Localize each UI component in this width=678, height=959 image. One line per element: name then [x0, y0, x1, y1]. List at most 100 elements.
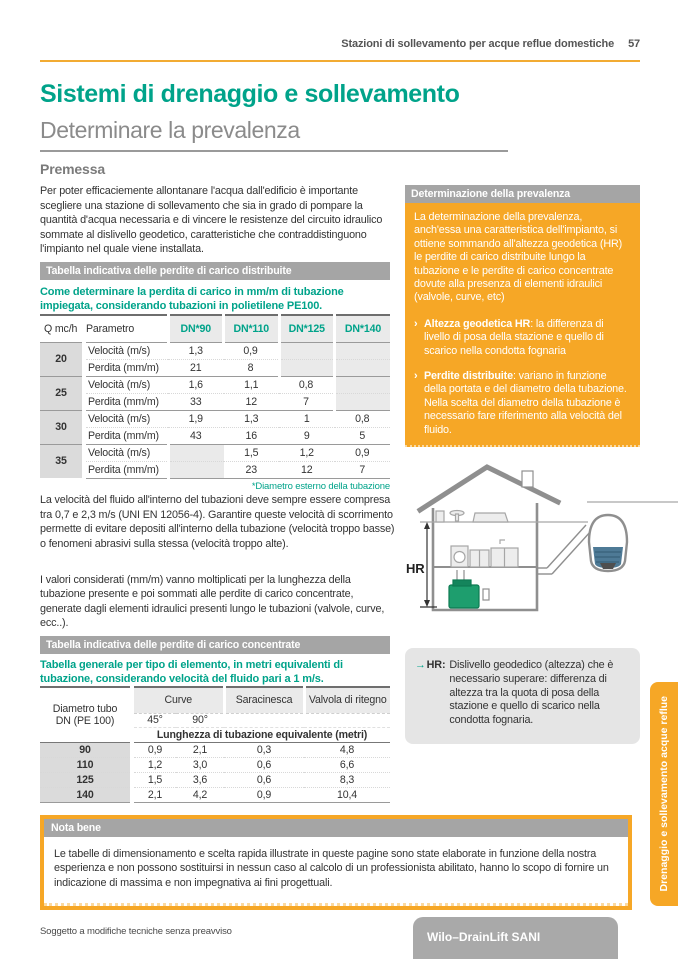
empty-cell [304, 713, 391, 728]
footer-disclaimer: Soggetto a modifiche tecniche senza prea… [40, 926, 232, 937]
page-subtitle: Determinare la prevalenza [40, 117, 300, 143]
value-cell: 0,8 [334, 409, 390, 427]
hr-note-text: Dislivello geodedico (altezza) che è nec… [449, 659, 614, 727]
curve-angle-row: 45° 90° [40, 713, 391, 728]
arrow-icon: → [415, 659, 426, 671]
table-row: Perdita (mm/m) 23 12 7 [40, 460, 390, 479]
empty-cell [277, 341, 335, 359]
col-valvola-header: Valvola di ritegno [302, 686, 391, 714]
value-cell: 3,6 [176, 771, 225, 787]
value-cell: 1 [279, 409, 335, 427]
span-header-row: Lunghezza di tubazione equivalente (metr… [40, 727, 391, 743]
col-q-header: Q mc/h [40, 314, 84, 343]
table1-footnote: *Diametro esterno della tubazione [251, 481, 390, 492]
param-label-cell: Perdita (mm/m) [84, 392, 168, 410]
curve-90-header: 90° [176, 713, 225, 728]
page-title: Sistemi di drenaggio e sollevamento [40, 80, 460, 108]
pump-unit [448, 570, 490, 609]
page-number: 57 [628, 38, 640, 50]
perdite-distribuite-table: Q mc/h Parametro DN*90 DN*110 DN*125 DN*… [40, 314, 390, 479]
hr-note-label: HR: [426, 659, 446, 671]
table-row: 30 Velocità (m/s) 1,9 1,3 1 0,8 [40, 409, 390, 444]
bullet-text: : la differenza di livello di posa della… [424, 317, 604, 357]
value-cell: 2,1 [132, 786, 176, 803]
kitchen-fixtures [450, 539, 519, 568]
value-cell: 7 [334, 460, 390, 479]
empty-cell [224, 713, 305, 728]
table-row: Perdita (mm/m) 43 16 9 5 [40, 426, 390, 444]
param-label-cell: Perdita (mm/m) [84, 426, 168, 444]
value-cell: 0,9 [132, 741, 176, 757]
empty-cell [277, 358, 335, 376]
table2-title-bar: Tabella indicativa delle perdite di cari… [40, 636, 390, 654]
value-cell: 1,3 [223, 409, 279, 427]
prevalenza-bullet: › Altezza geodetica HR: la differenza di … [414, 318, 631, 358]
q-value-cell: 35 [40, 443, 86, 478]
empty-cell [333, 341, 390, 359]
prevalenza-paragraph: La determinazione della prevalenza, anch… [414, 211, 623, 304]
perdite-concentrate-table: Diametro tubo DN (PE 100) Curve Saracine… [40, 686, 391, 803]
value-cell: 1,5 [132, 771, 176, 787]
house-section-diagram: HR [405, 458, 678, 646]
bullet-bold-text: Altezza geodetica HR [424, 317, 531, 330]
value-cell: 0,9 [223, 341, 279, 359]
value-cell: 23 [223, 460, 279, 479]
bullet-text: : variano in funzione della portata e de… [424, 370, 627, 436]
value-cell: 1,6 [168, 375, 224, 393]
hr-dimension [420, 522, 437, 608]
sewer-chamber [587, 513, 629, 573]
value-cell: 0,9 [334, 443, 390, 461]
nota-bene-title-bar: Nota bene [44, 819, 628, 837]
dn-value-cell: 90 [40, 741, 134, 757]
table1-title-bar: Tabella indicativa delle perdite di cari… [40, 262, 390, 280]
value-cell: 4,2 [176, 786, 225, 803]
empty-cell [166, 443, 224, 461]
prevalenza-title-bar: Determinazione della prevalenza [405, 185, 640, 203]
value-cell: 0,6 [224, 756, 305, 772]
table-row: 90 0,9 2,1 0,3 4,8 [40, 741, 391, 757]
bullet-marker-icon: › [414, 317, 418, 330]
value-cell: 0,3 [224, 741, 305, 757]
col-dn110-header: DN*110 [222, 314, 279, 343]
value-cell: 1,2 [279, 443, 335, 461]
subtitle-rule [40, 150, 508, 152]
value-cell: 0,8 [279, 375, 335, 393]
value-cell: 1,5 [223, 443, 279, 461]
table-row: Perdita (mm/m) 33 12 7 [40, 392, 390, 410]
col-dn125-header: DN*125 [277, 314, 335, 343]
dn-value-cell: 140 [40, 786, 134, 803]
table-row: 110 1,2 3,0 0,6 6,6 [40, 756, 391, 772]
empty-cell [333, 375, 390, 393]
value-cell: 3,0 [176, 756, 225, 772]
body-paragraph-1: La velocità del fluido all'interno del t… [40, 494, 395, 550]
table-header-row: Diametro tubo DN (PE 100) Curve Saracine… [40, 686, 391, 743]
intro-paragraph: Per poter efficaciemente allontanare l'a… [40, 185, 383, 256]
side-tab: Drenaggio e sollevamento acque reflue [650, 682, 678, 906]
table-row: 35 Velocità (m/s) 1,5 1,2 0,9 [40, 443, 390, 478]
table-row: 140 2,1 4,2 0,9 10,4 [40, 786, 391, 803]
value-cell: 33 [168, 392, 224, 410]
value-cell: 4,8 [304, 741, 391, 757]
value-cell: 10,4 [304, 786, 391, 803]
table-header-row: Q mc/h Parametro DN*90 DN*110 DN*125 DN*… [40, 314, 390, 343]
value-cell: 0,6 [224, 771, 305, 787]
q-value-cell: 30 [40, 409, 86, 444]
page-header: Stazioni di sollevamento per acque reflu… [341, 38, 640, 50]
col-saracinesca-header: Saracinesca [222, 686, 305, 714]
table1-intro: Come determinare la perdita di carico in… [40, 286, 344, 312]
value-cell: 21 [168, 358, 224, 376]
value-cell: 8,3 [304, 771, 391, 787]
col-param-header: Parametro [84, 314, 168, 343]
value-cell: 0,9 [224, 786, 305, 803]
value-cell: 9 [279, 426, 335, 444]
value-cell: 1,9 [168, 409, 224, 427]
hr-label: HR [406, 561, 425, 576]
col-diametro-header: Diametro tubo DN (PE 100) [40, 686, 134, 743]
nota-bene-box: Nota bene Le tabelle di dimensionamento … [40, 815, 632, 910]
table-row: 20 Velocità (m/s) 1,3 0,9 [40, 341, 390, 376]
house-walls [431, 503, 539, 612]
roof [416, 464, 562, 514]
col-dn140-header: DN*140 [333, 314, 390, 343]
col-curve-header: Curve [130, 686, 225, 714]
